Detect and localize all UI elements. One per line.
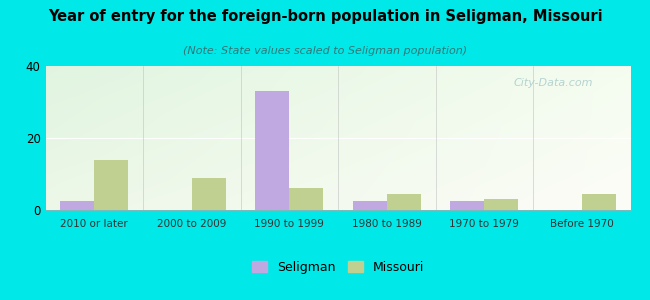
Text: City-Data.com: City-Data.com — [514, 78, 593, 88]
Bar — [255, 91, 289, 210]
Bar — [289, 188, 324, 210]
Bar — [192, 178, 226, 210]
Bar — [94, 160, 129, 210]
Bar — [450, 201, 484, 210]
Bar — [582, 194, 616, 210]
Bar — [387, 194, 421, 210]
Legend: Seligman, Missouri: Seligman, Missouri — [247, 256, 429, 279]
Text: Year of entry for the foreign-born population in Seligman, Missouri: Year of entry for the foreign-born popul… — [47, 9, 603, 24]
Bar — [484, 199, 519, 210]
Bar — [60, 201, 94, 210]
Bar — [353, 201, 387, 210]
Text: (Note: State values scaled to Seligman population): (Note: State values scaled to Seligman p… — [183, 46, 467, 56]
